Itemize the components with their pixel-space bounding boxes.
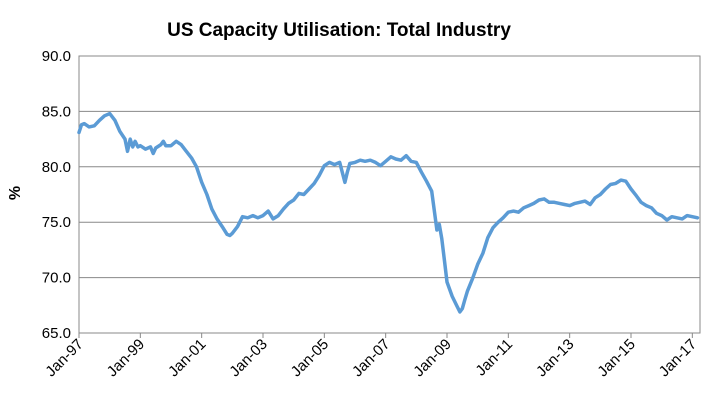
- x-tick-label: Jan-05: [288, 336, 332, 380]
- plot-area: 65.0 70.0 75.0 80.0 85.0 90.0 Jan-97 Jan-99 Jan-…: [42, 48, 701, 380]
- y-tick-label: 85.0: [42, 103, 71, 120]
- y-tick-label: 90.0: [42, 48, 71, 65]
- plot-border: [78, 55, 701, 334]
- x-tick-label: Jan-07: [349, 336, 393, 380]
- x-tick-label: Jan-03: [226, 336, 270, 380]
- x-tick-label: Jan-99: [104, 336, 148, 380]
- x-tick-label: Jan-15: [594, 336, 638, 380]
- x-tick-label: Jan-01: [165, 336, 209, 380]
- x-tick-label: Jan-97: [42, 336, 86, 380]
- x-tick-label: Jan-09: [410, 336, 454, 380]
- chart-title: US Capacity Utilisation: Total Industry: [167, 20, 511, 41]
- x-tick-label: Jan-11: [472, 336, 516, 380]
- y-tick-label: 70.0: [42, 270, 71, 287]
- series-line: [77, 111, 700, 314]
- x-tick-label: Jan-13: [533, 336, 577, 380]
- y-tick-label: 75.0: [42, 214, 71, 231]
- y-tick-label: 65.0: [42, 325, 71, 342]
- x-tick-label: Jan-17: [656, 336, 700, 380]
- y-tick-label: 80.0: [42, 159, 71, 176]
- y-axis-label: %: [7, 186, 24, 200]
